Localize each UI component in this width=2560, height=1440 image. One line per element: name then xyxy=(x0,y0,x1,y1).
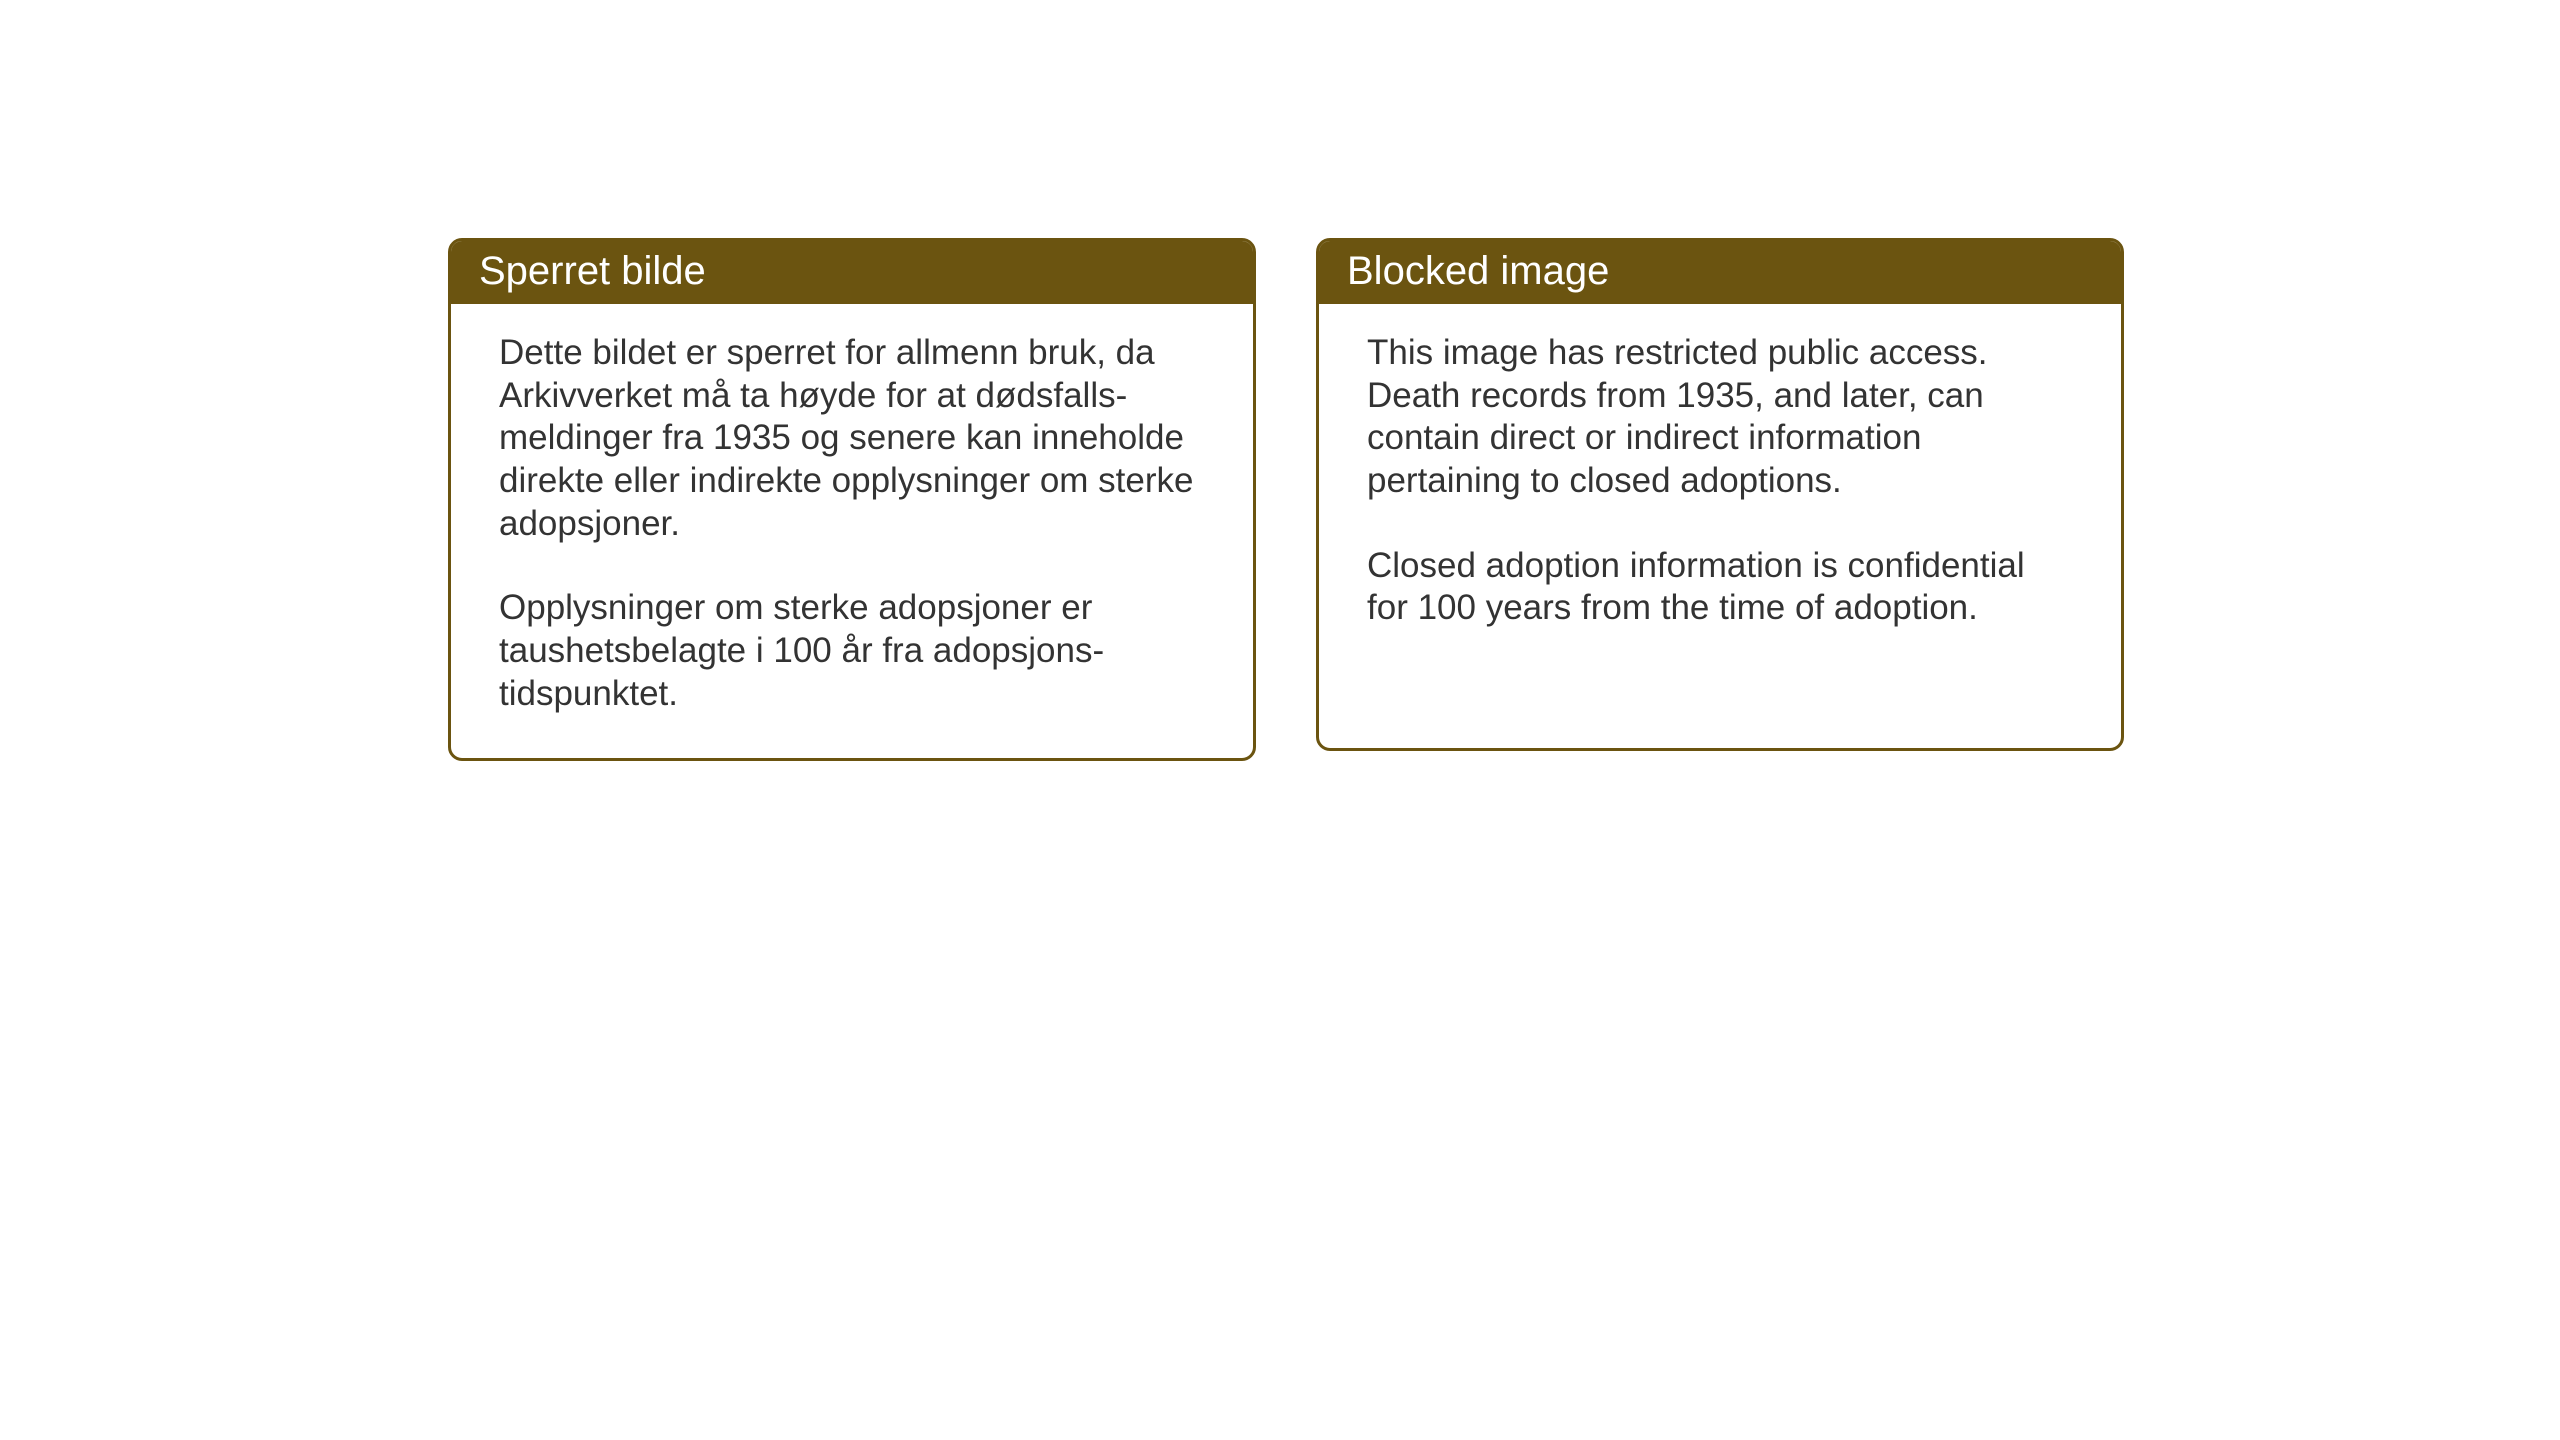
notice-header-english: Blocked image xyxy=(1319,241,2121,304)
notice-card-norwegian: Sperret bilde Dette bildet er sperret fo… xyxy=(448,238,1256,761)
notice-header-norwegian: Sperret bilde xyxy=(451,241,1253,304)
notice-body-english: This image has restricted public access.… xyxy=(1319,304,2121,672)
notice-card-english: Blocked image This image has restricted … xyxy=(1316,238,2124,751)
notice-paragraph-1-norwegian: Dette bildet er sperret for allmenn bruk… xyxy=(499,332,1205,545)
notice-container: Sperret bilde Dette bildet er sperret fo… xyxy=(448,238,2124,761)
notice-title-norwegian: Sperret bilde xyxy=(479,249,706,293)
notice-title-english: Blocked image xyxy=(1347,249,1609,293)
notice-paragraph-1-english: This image has restricted public access.… xyxy=(1367,332,2073,503)
notice-paragraph-2-norwegian: Opplysninger om sterke adopsjoner er tau… xyxy=(499,587,1205,715)
notice-body-norwegian: Dette bildet er sperret for allmenn bruk… xyxy=(451,304,1253,758)
notice-paragraph-2-english: Closed adoption information is confident… xyxy=(1367,545,2073,630)
